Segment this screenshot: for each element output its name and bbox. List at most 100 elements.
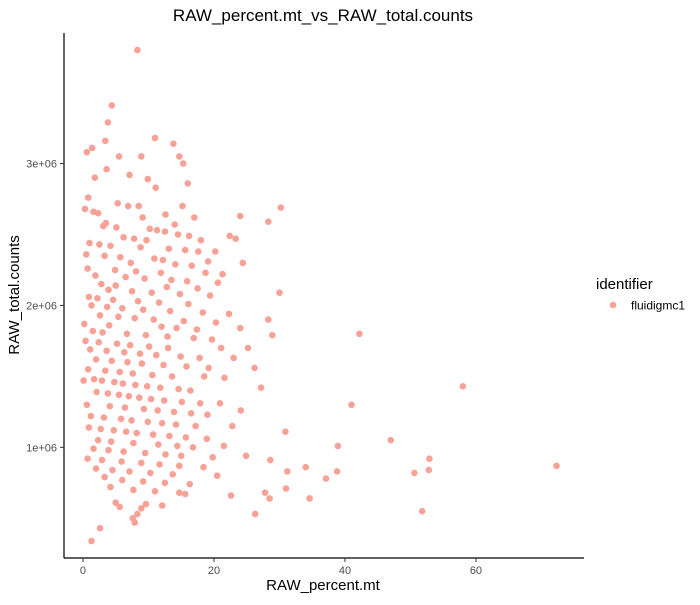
data-point (82, 337, 89, 345)
data-point (92, 356, 100, 363)
data-point (113, 340, 121, 348)
data-point (227, 492, 235, 499)
data-point (126, 171, 133, 179)
data-point (118, 458, 125, 465)
x-tick-label: 40 (339, 565, 351, 577)
data-point (128, 287, 136, 295)
data-point (425, 466, 433, 474)
data-point (143, 236, 150, 244)
data-point (145, 343, 153, 350)
data-point (284, 468, 291, 475)
data-point (302, 463, 310, 471)
data-point (152, 184, 159, 191)
data-point (219, 270, 226, 278)
data-point (157, 269, 165, 277)
data-point (108, 102, 116, 109)
data-point (104, 390, 112, 397)
data-point (459, 383, 467, 390)
data-point (101, 473, 108, 481)
data-point (93, 388, 100, 396)
data-point (193, 326, 201, 333)
chart-title: RAW_percent.mt_vs_RAW_total.counts (173, 6, 473, 25)
data-point (220, 442, 228, 450)
data-point (266, 495, 273, 502)
data-point (242, 452, 250, 460)
data-point (115, 391, 123, 399)
data-point (129, 370, 137, 377)
data-point (181, 246, 189, 254)
data-point (192, 422, 199, 430)
legend-title: identifier (596, 276, 653, 293)
x-ticks-layer: 0 20 40 60 (80, 558, 482, 577)
data-point (99, 329, 106, 336)
data-point (182, 434, 190, 441)
data-point (151, 255, 158, 262)
y-ticks-layer: 1e+06 2e+06 3e+06 (26, 159, 64, 454)
data-point (100, 414, 108, 421)
data-point (121, 404, 129, 411)
data-point (122, 428, 130, 436)
data-point (108, 357, 116, 365)
legend-label: fluidigmc1 (631, 299, 685, 313)
y-axis-label: RAW_total.counts (6, 235, 23, 355)
data-point (101, 252, 108, 260)
data-point (136, 350, 144, 358)
data-point (135, 202, 142, 210)
data-point (161, 228, 169, 235)
data-point (105, 446, 112, 454)
data-point (130, 439, 137, 447)
data-point (221, 374, 228, 382)
data-point (177, 452, 185, 460)
data-point (411, 469, 418, 477)
data-point (142, 331, 150, 339)
data-point (124, 358, 131, 366)
data-point (261, 489, 269, 497)
data-point (232, 235, 239, 242)
data-point (107, 438, 115, 445)
data-point (179, 202, 186, 210)
data-point (387, 436, 395, 444)
data-point (95, 339, 102, 346)
data-point (94, 436, 102, 444)
data-point (322, 475, 330, 482)
data-point (251, 364, 258, 372)
data-point (236, 324, 244, 332)
data-point (166, 307, 174, 315)
data-point (244, 344, 252, 352)
data-point (334, 442, 342, 450)
data-point (151, 488, 159, 495)
data-point (90, 375, 98, 383)
data-point (103, 347, 110, 355)
data-point (138, 459, 145, 467)
data-point (85, 293, 93, 301)
data-point (202, 269, 209, 277)
data-point (187, 387, 194, 394)
data-point (212, 248, 219, 255)
data-point (88, 302, 95, 309)
data-point (162, 211, 169, 218)
data-point (134, 297, 142, 305)
data-point (237, 407, 245, 414)
data-point (81, 320, 88, 328)
legend: identifier fluidigmc1 (596, 276, 685, 313)
data-point (113, 224, 120, 231)
data-point (189, 444, 197, 451)
data-point (91, 174, 99, 181)
data-point (112, 282, 119, 289)
data-point (153, 226, 161, 234)
data-point (196, 354, 203, 362)
data-point (356, 330, 363, 338)
data-point (200, 373, 208, 380)
data-point (103, 165, 110, 173)
x-tick-label: 60 (470, 565, 482, 577)
data-point (177, 353, 184, 360)
data-point (139, 478, 147, 485)
data-point (149, 431, 157, 438)
data-point (94, 295, 101, 302)
data-point (153, 351, 160, 359)
data-point (121, 349, 128, 356)
data-point (206, 292, 214, 299)
data-point (115, 153, 123, 160)
data-point (226, 232, 233, 240)
data-point (163, 283, 171, 291)
